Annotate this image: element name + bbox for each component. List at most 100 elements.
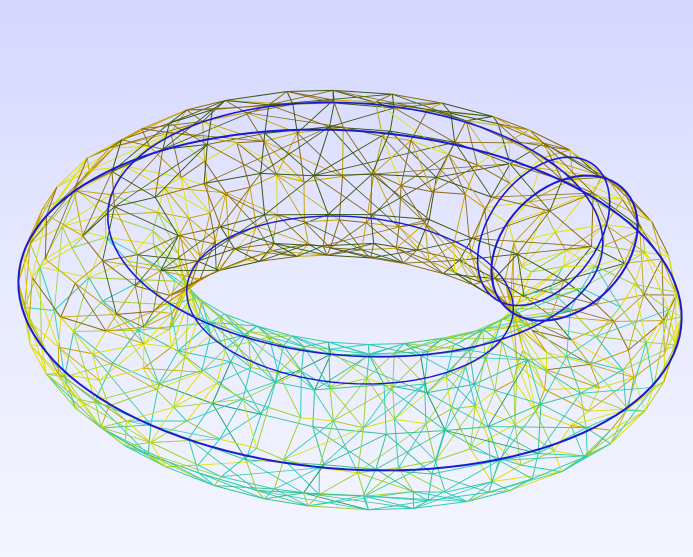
mesh-edge: [155, 183, 205, 198]
outer-equator-ring: [17, 128, 683, 472]
mesh-edge: [186, 398, 244, 422]
mesh-edge: [565, 224, 606, 251]
mesh-edge: [100, 420, 127, 428]
mesh-edge: [244, 334, 276, 383]
mesh-edge: [361, 222, 367, 250]
mesh-edge: [495, 323, 531, 339]
mesh-edge: [283, 345, 315, 391]
mesh-edge: [645, 342, 654, 388]
mesh-edge: [274, 243, 328, 256]
mesh-edge: [644, 387, 654, 412]
mesh-edge: [212, 100, 226, 111]
mesh-edge: [471, 210, 550, 239]
mesh-edge: [148, 454, 199, 474]
mesh-edge: [162, 109, 213, 150]
mesh-edge: [202, 121, 206, 162]
mesh-edge: [606, 177, 623, 200]
mesh-edge: [224, 313, 258, 327]
mesh-edge: [268, 89, 334, 106]
mesh-edge: [366, 377, 393, 388]
mesh-edge: [220, 476, 275, 490]
mesh-edge: [323, 433, 387, 466]
mesh-edge: [488, 478, 533, 493]
mesh-edge: [517, 289, 550, 304]
mesh-edge: [595, 263, 625, 305]
mesh-edge: [73, 189, 115, 208]
mesh-edge: [651, 221, 670, 256]
mesh-edge: [24, 306, 55, 311]
mesh-edge: [521, 289, 550, 296]
mesh-edge: [116, 285, 136, 315]
mesh-edge: [543, 142, 570, 151]
mesh-edge: [425, 423, 436, 461]
mesh-edge: [375, 101, 383, 137]
mesh-edge: [102, 260, 161, 272]
mesh-edge: [102, 206, 115, 261]
mesh-edge: [121, 122, 170, 141]
mesh-edge: [494, 341, 503, 392]
mesh-edge: [367, 344, 370, 355]
mesh-edge: [363, 386, 394, 429]
mesh-edge: [82, 206, 115, 237]
mesh-edge: [160, 260, 198, 272]
mesh-edge: [333, 99, 376, 103]
mesh-edge: [314, 354, 332, 391]
mesh-edge: [226, 336, 270, 349]
mesh-edge: [528, 129, 574, 179]
mesh-edge: [329, 387, 334, 421]
mesh-edge: [392, 386, 395, 420]
mesh-edge: [398, 226, 456, 273]
mesh-edge: [459, 259, 495, 280]
mesh-edge: [291, 335, 330, 350]
mesh-edge: [549, 265, 596, 290]
mesh-edge: [487, 403, 542, 428]
mesh-edge: [516, 350, 524, 364]
mesh-edge: [435, 448, 471, 462]
mesh-edge: [466, 116, 494, 122]
mesh-edge: [86, 157, 90, 171]
mesh-edge: [313, 130, 391, 177]
mesh-edge: [373, 242, 417, 251]
mesh-edge: [260, 381, 276, 415]
mesh-edge: [471, 196, 492, 239]
mesh-edge: [291, 335, 305, 347]
mesh-edge: [420, 337, 443, 356]
mesh-edge: [508, 182, 530, 203]
mesh-edge: [180, 177, 190, 219]
mesh-edge: [589, 364, 629, 410]
mesh-edge: [313, 175, 329, 215]
mesh-edge: [109, 139, 122, 149]
mesh-edge: [509, 323, 518, 364]
mesh-edge: [494, 278, 565, 281]
mesh-edge: [570, 410, 589, 426]
mesh-edge: [432, 164, 478, 193]
mesh-edge: [668, 309, 682, 318]
mesh-edge: [482, 328, 496, 339]
mesh-edge: [116, 310, 154, 315]
mesh-edge: [521, 232, 556, 268]
mesh-edge: [73, 300, 104, 332]
mesh-edge: [271, 250, 328, 256]
mesh-edge: [31, 277, 62, 318]
mesh-edge: [114, 206, 179, 237]
mesh-edge: [464, 164, 478, 195]
mesh-edge: [248, 331, 292, 337]
mesh-edge: [77, 398, 110, 407]
mesh-edge: [177, 253, 190, 278]
mesh-edge: [58, 346, 100, 381]
mesh-edge: [303, 175, 343, 183]
mesh-edge: [642, 229, 670, 256]
mesh-edge: [510, 271, 532, 298]
mesh-edge: [513, 210, 545, 244]
mesh-edge: [236, 142, 305, 183]
mesh-edge: [488, 426, 587, 429]
mesh-edge: [570, 425, 585, 457]
mesh-edge: [198, 240, 216, 282]
mesh-edge: [274, 467, 320, 490]
mesh-edge: [264, 175, 315, 216]
mesh-edge: [327, 342, 330, 350]
mesh-edge: [332, 420, 359, 473]
mesh-edge: [477, 164, 510, 184]
